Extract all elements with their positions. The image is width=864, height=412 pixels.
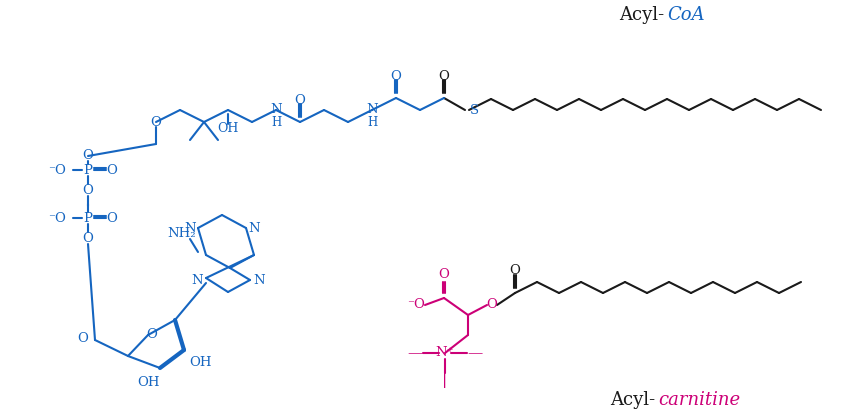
Text: O: O [439,267,449,281]
Text: O: O [78,332,88,344]
Text: O: O [391,70,402,82]
Text: O: O [150,115,162,129]
Text: N: N [191,274,203,286]
Text: O: O [106,211,118,225]
Text: N: N [366,103,378,115]
Text: H: H [271,115,281,129]
Text: O: O [295,94,306,106]
Text: O: O [83,183,93,197]
Text: O: O [83,148,93,162]
Text: H: H [367,115,377,129]
Text: S: S [470,103,480,117]
Text: P: P [84,164,92,176]
Text: CoA: CoA [667,6,705,24]
Text: Acyl-: Acyl- [610,391,655,409]
Text: OH: OH [188,356,212,368]
Text: O: O [106,164,118,176]
Text: |: | [442,374,448,389]
Text: —: — [407,346,422,360]
Text: O: O [510,265,520,278]
Text: O: O [83,232,93,244]
Text: N: N [184,222,196,234]
Text: N⁺: N⁺ [435,346,454,360]
Text: Acyl-: Acyl- [619,6,664,24]
Text: —: — [467,346,483,360]
Text: NH₂: NH₂ [168,227,196,239]
Text: P: P [84,211,92,225]
Text: O: O [147,328,157,342]
Text: N: N [253,274,264,286]
Text: OH: OH [218,122,238,134]
Text: ⁻O: ⁻O [48,211,66,225]
Text: OH: OH [137,375,159,389]
Text: ⁻O: ⁻O [407,299,425,311]
Text: carnitine: carnitine [658,391,740,409]
Text: ⁻O: ⁻O [48,164,66,176]
Text: O: O [439,70,449,82]
Text: O: O [486,299,498,311]
Text: N: N [248,222,260,234]
Text: N: N [270,103,282,115]
